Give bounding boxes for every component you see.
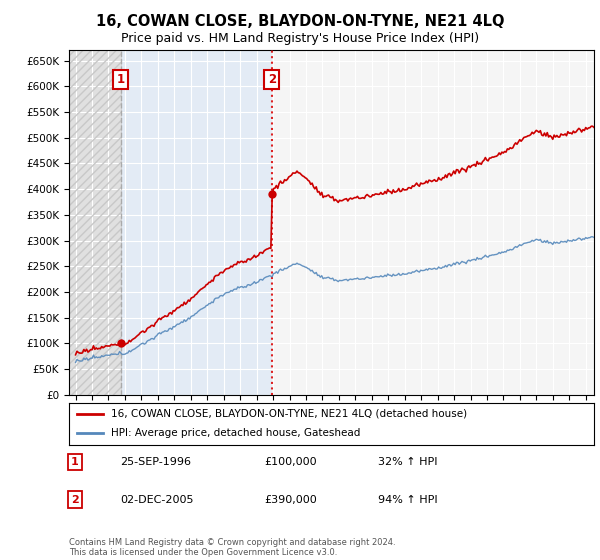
Text: Price paid vs. HM Land Registry's House Price Index (HPI): Price paid vs. HM Land Registry's House … [121,32,479,45]
Text: HPI: Average price, detached house, Gateshead: HPI: Average price, detached house, Gate… [111,428,361,438]
Text: 1: 1 [116,73,125,86]
Text: Contains HM Land Registry data © Crown copyright and database right 2024.
This d: Contains HM Land Registry data © Crown c… [69,538,395,557]
Text: 2: 2 [268,73,276,86]
Text: £390,000: £390,000 [264,494,317,505]
Text: 16, COWAN CLOSE, BLAYDON-ON-TYNE, NE21 4LQ (detached house): 16, COWAN CLOSE, BLAYDON-ON-TYNE, NE21 4… [111,409,467,419]
Text: 16, COWAN CLOSE, BLAYDON-ON-TYNE, NE21 4LQ: 16, COWAN CLOSE, BLAYDON-ON-TYNE, NE21 4… [96,14,504,29]
Text: 2: 2 [71,494,79,505]
Text: £100,000: £100,000 [264,457,317,467]
Text: 94% ↑ HPI: 94% ↑ HPI [378,494,437,505]
Text: 1: 1 [71,457,79,467]
Text: 25-SEP-1996: 25-SEP-1996 [120,457,191,467]
Text: 02-DEC-2005: 02-DEC-2005 [120,494,193,505]
Text: 32% ↑ HPI: 32% ↑ HPI [378,457,437,467]
